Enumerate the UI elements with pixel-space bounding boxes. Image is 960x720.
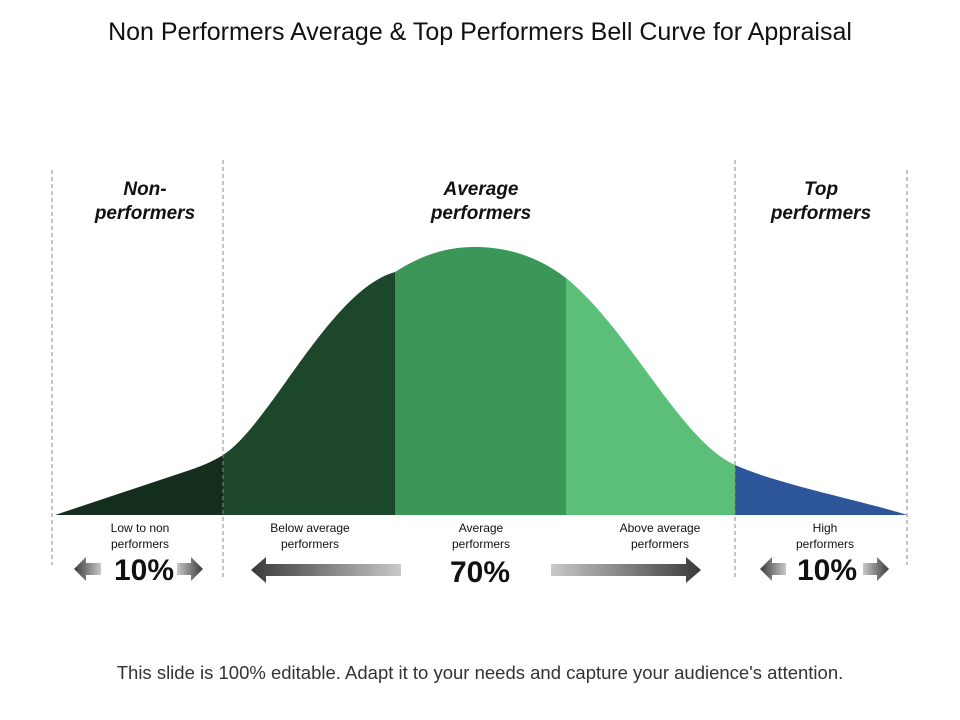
arrow-right-icon — [863, 557, 889, 581]
percent-non-performers: 10% — [113, 554, 175, 587]
label-average: Average performers — [451, 521, 510, 551]
slide-title: Non Performers Average & Top Performers … — [108, 18, 852, 46]
arrow-left-icon — [251, 557, 401, 583]
arrow-right-icon — [177, 557, 203, 581]
segment-below-average — [223, 247, 395, 515]
label-below-average: Below average performers — [270, 521, 350, 551]
percent-top-performers: 10% — [796, 554, 858, 587]
footer-note: This slide is 100% editable. Adapt it to… — [116, 662, 844, 683]
segment-average — [395, 247, 566, 515]
segment-above-average — [566, 247, 735, 515]
header-top-performers: Top performers — [770, 179, 872, 224]
segment-high — [735, 247, 907, 515]
label-high: High performers — [795, 521, 854, 551]
divider-lines — [51, 160, 908, 578]
arrow-left-icon — [74, 557, 101, 581]
header-non-performers: Non- performers — [94, 179, 196, 224]
arrow-right-icon — [551, 557, 701, 583]
label-low-to-non: Low to non performers — [110, 521, 170, 551]
percent-average-performers: 70% — [449, 556, 511, 589]
arrow-left-icon — [760, 557, 786, 581]
segment-low-to-non — [55, 247, 223, 515]
header-average-performers: Average performers — [430, 179, 532, 224]
label-above-average: Above average performers — [619, 521, 701, 551]
